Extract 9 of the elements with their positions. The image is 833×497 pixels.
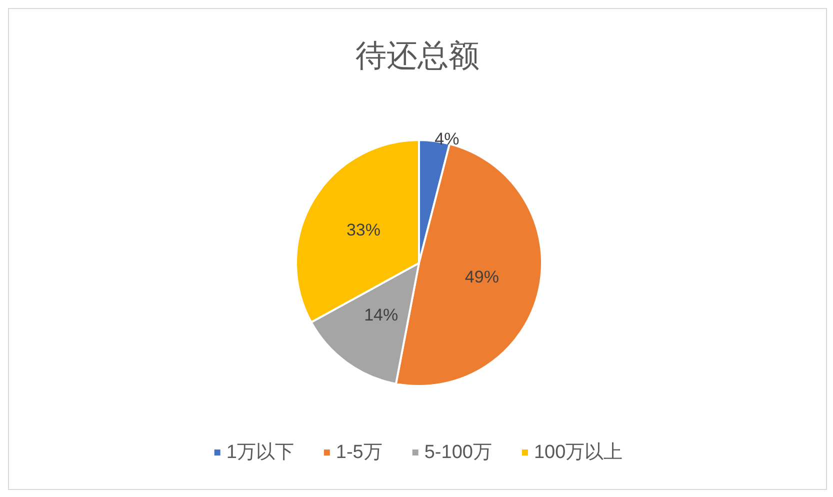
- legend-label: 1-5万: [336, 442, 382, 463]
- data-label: 4%: [434, 129, 460, 148]
- legend-label: 1万以下: [226, 442, 294, 463]
- legend-label: 100万以上: [534, 442, 623, 463]
- legend-label: 5-100万: [424, 442, 492, 463]
- chart-title: 待还总额: [356, 38, 480, 73]
- data-label: 33%: [346, 220, 380, 240]
- data-label: 49%: [464, 268, 499, 287]
- data-label: 14%: [364, 306, 398, 325]
